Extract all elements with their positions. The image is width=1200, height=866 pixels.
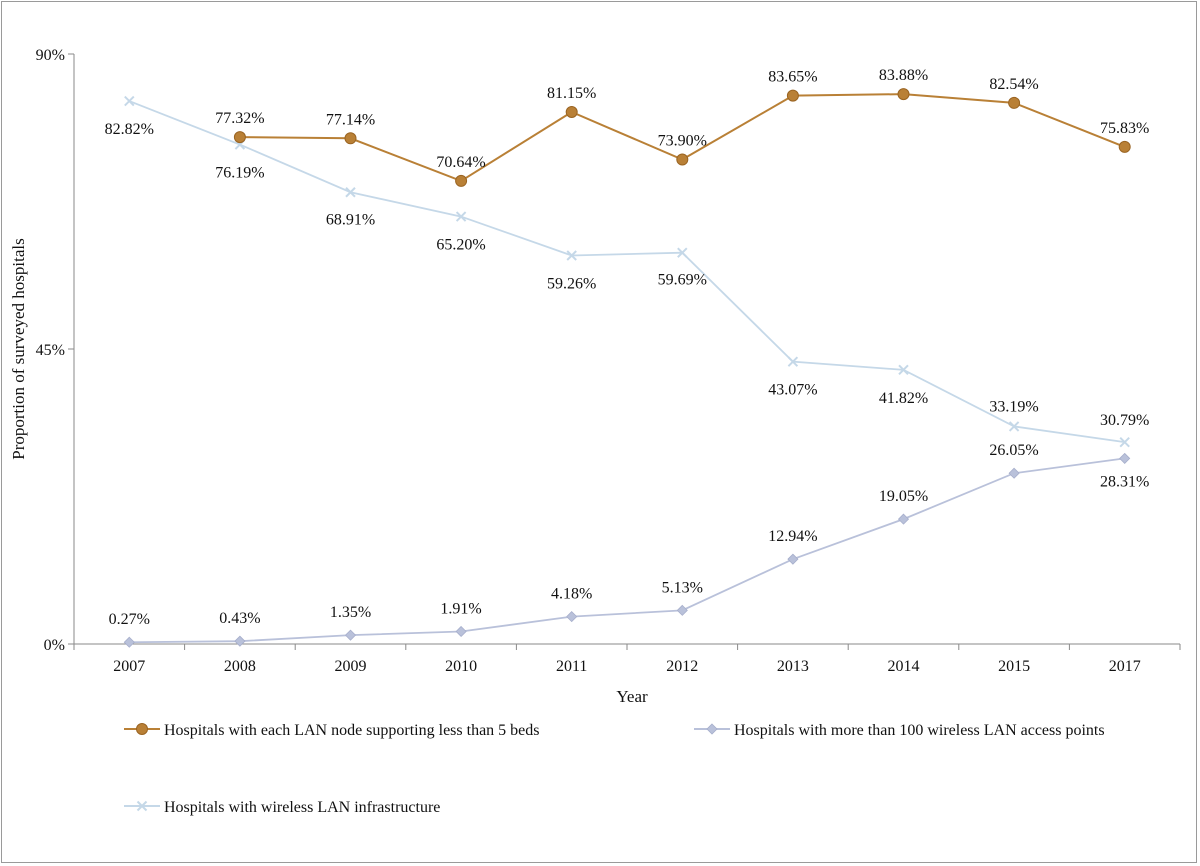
data-label: 0.43%: [219, 610, 260, 627]
legend-label: Hospitals with more than 100 wireless LA…: [734, 722, 1105, 739]
data-point: [344, 629, 357, 641]
data-point: [787, 356, 799, 367]
x-tick-label: 2013: [777, 658, 809, 675]
data-label: 12.94%: [768, 528, 817, 545]
x-tick-label: 2008: [224, 658, 256, 675]
data-point: [233, 131, 246, 144]
data-label: 1.91%: [440, 600, 481, 617]
data-point: [565, 106, 578, 119]
data-label: 68.91%: [326, 211, 375, 228]
data-point: [897, 513, 910, 525]
data-point: [455, 174, 468, 187]
data-point: [677, 247, 688, 258]
data-label: 73.90%: [658, 133, 707, 150]
data-label: 76.19%: [215, 165, 264, 182]
data-point: [676, 604, 688, 616]
data-label: 83.88%: [879, 67, 928, 84]
legend-label: Hospitals with each LAN node supporting …: [164, 722, 540, 739]
series-line: [128, 100, 1125, 444]
legend-marker: [136, 800, 148, 812]
data-label: 82.82%: [105, 121, 154, 138]
data-label: 77.14%: [326, 111, 375, 128]
x-tick-label: 2011: [556, 658, 587, 675]
x-axis-title: Year: [616, 687, 648, 706]
data-point: [455, 625, 467, 638]
data-point: [345, 187, 356, 198]
legend-item: Hospitals with each LAN node supporting …: [124, 722, 540, 739]
series-1: [233, 88, 1131, 187]
x-tick-label: 2017: [1109, 658, 1141, 675]
data-label: 30.79%: [1100, 412, 1149, 429]
data-point: [566, 250, 577, 261]
x-tick-label: 2009: [335, 658, 367, 675]
data-point: [234, 635, 246, 647]
data-label: 81.15%: [547, 85, 596, 102]
y-tick-label: 90%: [36, 47, 65, 64]
y-tick-label: 45%: [36, 342, 65, 359]
legend-item: Hospitals with more than 100 wireless LA…: [694, 722, 1105, 739]
x-tick-label: 2014: [888, 658, 920, 675]
data-point: [1008, 421, 1020, 432]
data-point: [897, 88, 910, 101]
x-tick-label: 2015: [998, 658, 1030, 675]
data-point: [786, 89, 799, 102]
legend-marker: [136, 723, 148, 735]
data-label: 1.35%: [330, 604, 371, 621]
data-point: [1008, 467, 1020, 479]
data-label: 77.32%: [215, 110, 264, 127]
data-label: 82.54%: [989, 76, 1038, 93]
data-label: 70.64%: [436, 154, 485, 171]
data-label: 83.65%: [768, 69, 817, 86]
y-tick-label: 0%: [44, 637, 65, 654]
data-point: [898, 364, 909, 376]
data-point: [1008, 96, 1021, 109]
x-tick-label: 2007: [113, 658, 145, 675]
data-label: 43.07%: [768, 382, 817, 399]
y-axis-title: Proportion of surveyed hospitals: [9, 238, 28, 459]
data-label: 5.13%: [662, 579, 703, 596]
data-point: [455, 211, 467, 222]
data-label: 65.20%: [436, 237, 485, 254]
data-label: 28.31%: [1100, 473, 1149, 490]
data-point: [787, 553, 799, 565]
data-point: [676, 153, 689, 166]
legend-label: Hospitals with wireless LAN infrastructu…: [164, 799, 440, 816]
x-tick-label: 2010: [445, 658, 477, 675]
legend-marker: [706, 723, 718, 735]
data-label: 4.18%: [551, 586, 592, 603]
data-label: 59.26%: [547, 276, 596, 293]
series-3: [124, 95, 1130, 448]
data-point: [124, 95, 135, 107]
data-label: 33.19%: [989, 398, 1038, 415]
data-point: [1119, 436, 1130, 448]
data-point: [344, 132, 357, 145]
series-2: [123, 452, 1131, 648]
data-label: 75.83%: [1100, 120, 1149, 137]
data-label: 0.27%: [109, 611, 150, 628]
x-tick-label: 2012: [666, 658, 698, 675]
data-point: [566, 611, 578, 623]
legend-item: Hospitals with wireless LAN infrastructu…: [124, 799, 440, 816]
series-line: [129, 457, 1125, 644]
data-label: 59.69%: [658, 272, 707, 289]
data-point: [123, 636, 135, 648]
data-label: 41.82%: [879, 390, 928, 407]
data-label: 19.05%: [879, 488, 928, 505]
data-point: [1119, 452, 1131, 464]
data-point: [1118, 140, 1131, 153]
data-label: 26.05%: [989, 442, 1038, 459]
